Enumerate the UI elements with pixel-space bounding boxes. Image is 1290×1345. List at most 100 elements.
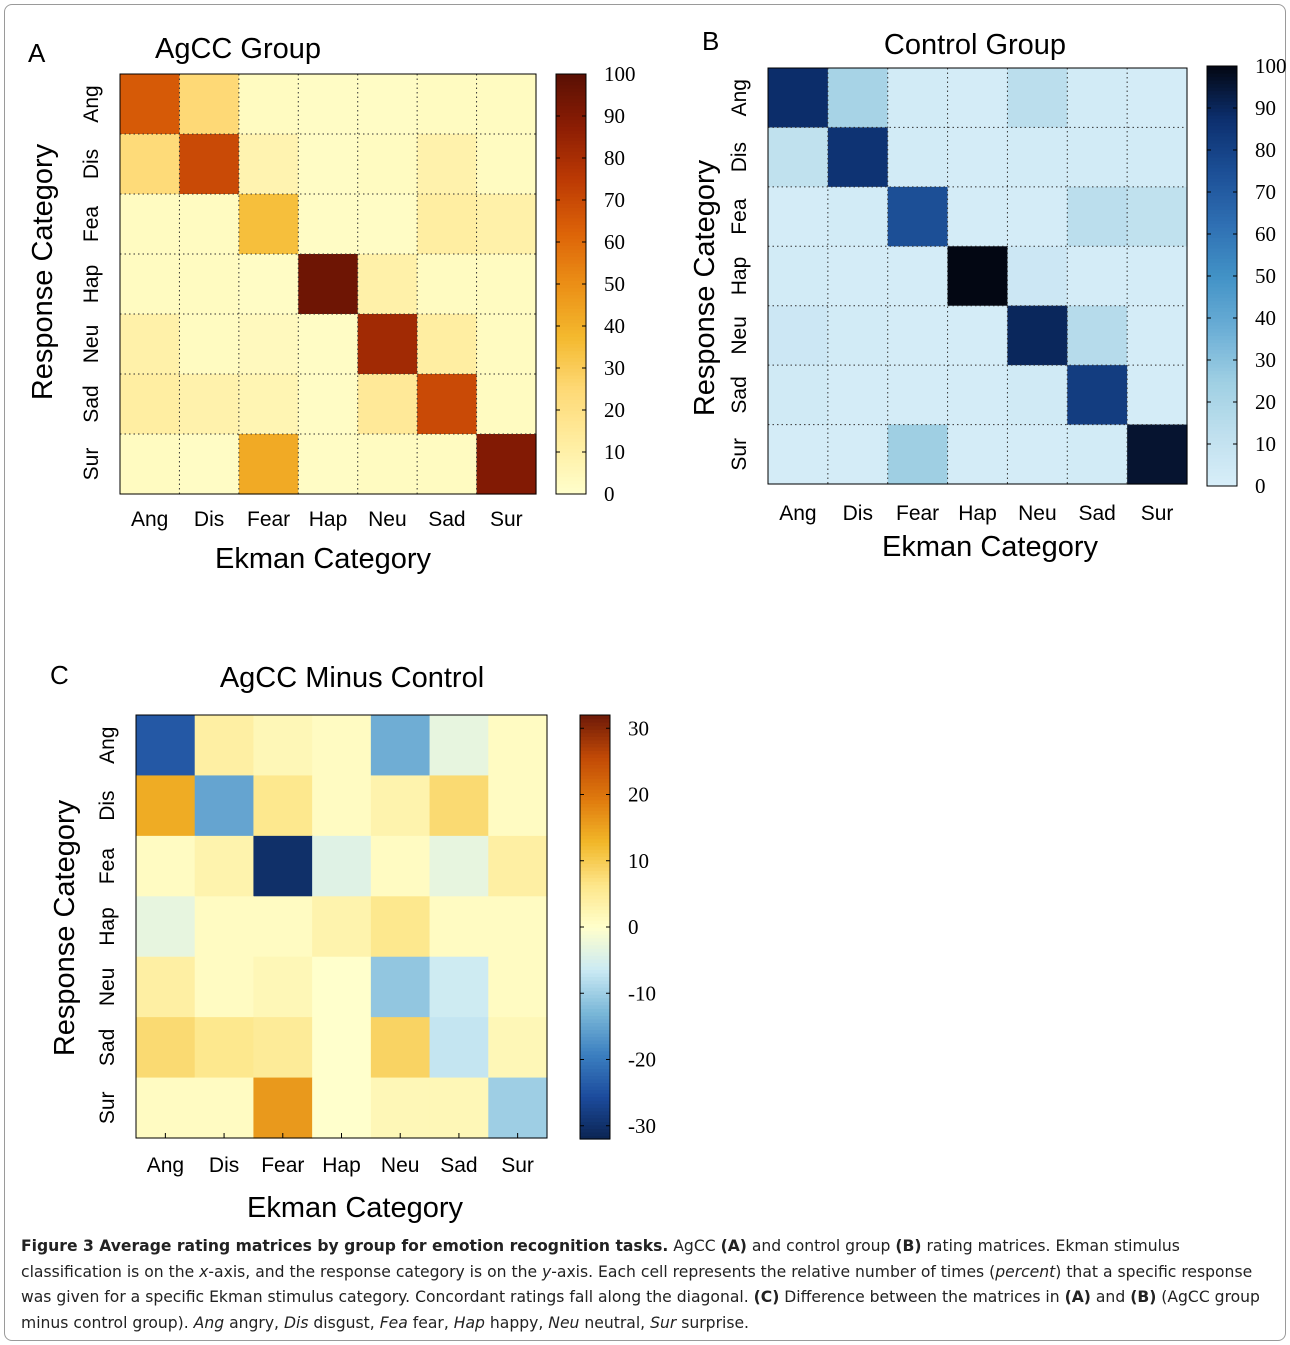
heatmap-cell-c-fea-hap [312, 835, 372, 897]
x-tick-label-a-ang: Ang [131, 508, 168, 531]
colorbar-segment-b [1207, 237, 1237, 242]
caption-label: Figure 3 Average rating matrices by grou… [21, 1237, 669, 1255]
heatmap-cells-b [768, 68, 1188, 485]
colorbar-segment-c [580, 852, 610, 857]
heatmap-cell-b-dis-sur [1127, 127, 1188, 188]
colorbar-segment-b [1207, 363, 1237, 368]
heatmap-cell-c-ang-ang [136, 715, 196, 777]
heatmap-cell-b-sad-ang [768, 365, 829, 426]
caption-fragment: Sur [650, 1313, 677, 1332]
colorbar-segment-b [1207, 248, 1237, 253]
y-axis-label-a: Response Category [27, 143, 59, 400]
colorbar-segment-b [1207, 458, 1237, 463]
colorbar-segment-a [556, 385, 586, 390]
colorbar-segment-c [580, 831, 610, 836]
heatmap-cell-a-dis-sur [476, 134, 537, 195]
heatmap-cells-c [136, 715, 548, 1139]
panel-a: A AgCC Group Ekman Category Response Cat… [27, 33, 636, 575]
colorbar-segment-a [556, 336, 586, 341]
colorbar-segment-a [556, 105, 586, 110]
colorbar-segment-c [580, 799, 610, 804]
caption-fragment: -axis. Each cell represents the relative… [551, 1262, 996, 1281]
heatmap-cell-a-hap-neu [357, 254, 418, 315]
colorbar-segment-b [1207, 244, 1237, 249]
colorbar-segment-b [1207, 80, 1237, 85]
colorbar-segment-c [580, 962, 610, 967]
caption-fragment: and [1090, 1288, 1131, 1306]
colorbar-segment-b [1207, 360, 1237, 365]
y-tick-label-b-ang: Ang [728, 79, 751, 116]
colorbar-segment-c [580, 796, 610, 801]
colorbar-segment-b [1207, 335, 1237, 340]
colorbar-segment-c [580, 905, 610, 910]
heatmap-cell-b-sur-hap [947, 424, 1009, 485]
y-tick-label-a-dis: Dis [80, 149, 103, 179]
colorbar-segment-a [556, 224, 586, 229]
colorbar-segment-a [556, 235, 586, 240]
colorbar-segment-c [580, 753, 610, 758]
x-tick-label-a-hap: Hap [309, 508, 348, 531]
colorbar-segment-a [556, 175, 586, 180]
colorbar-segment-c [580, 1131, 610, 1137]
colorbar-segment-a [556, 417, 586, 422]
colorbar-segment-c [580, 1121, 610, 1126]
x-tick-label-b-ang: Ang [779, 502, 816, 525]
y-tick-label-c-ang: Ang [96, 727, 119, 764]
colorbar-segment-b [1207, 321, 1237, 326]
colorbar-segment-a [556, 203, 586, 208]
colorbar-segment-a [556, 427, 586, 432]
caption-fragment: surprise. [676, 1313, 749, 1332]
heatmap-cell-a-neu-fear [238, 314, 299, 375]
colorbar-segment-a [556, 406, 586, 411]
colorbar-segment-a [556, 490, 586, 495]
y-tick-label-c-sad: Sad [96, 1029, 119, 1066]
colorbar-segment-a [556, 413, 586, 418]
colorbar-segment-b [1207, 185, 1237, 190]
heatmap-cell-a-sad-dis [179, 374, 240, 435]
colorbar-segment-c [580, 1071, 610, 1076]
colorbar-segment-a [556, 165, 586, 170]
colorbar-segment-b [1207, 318, 1237, 323]
colorbar-segment-c [580, 1054, 610, 1059]
colorbar-segment-c [580, 813, 610, 819]
colorbar-segment-c [580, 972, 610, 978]
colorbar-segment-b [1207, 384, 1237, 389]
x-tick-label-a-dis: Dis [194, 508, 224, 531]
heatmap-cell-b-dis-neu [1007, 127, 1068, 188]
colorbar-segment-a [556, 151, 586, 156]
y-tick-label-c-hap: Hap [96, 907, 119, 946]
colorbar-segment-a [556, 410, 586, 415]
colorbar-segment-b [1207, 395, 1237, 400]
colorbar-segment-a [556, 259, 586, 264]
heatmap-cell-a-neu-ang [120, 314, 181, 375]
colorbar-segment-b [1207, 304, 1237, 309]
colorbar-segment-a [556, 137, 586, 142]
heatmap-cell-a-fea-neu [357, 194, 418, 255]
colorbar-segment-a [556, 319, 586, 324]
colorbar-segment-c [580, 768, 610, 773]
heatmap-cell-c-hap-hap [312, 896, 372, 958]
colorbar-segment-b [1207, 66, 1237, 71]
colorbar-segment-b [1207, 202, 1237, 207]
heatmap-cell-c-dis-ang [136, 775, 196, 837]
colorbar-segment-c [580, 990, 610, 995]
colorbar-segment-b [1207, 286, 1237, 291]
heatmap-cell-b-neu-neu [1007, 305, 1068, 366]
colorbar-segment-c [580, 930, 610, 935]
heatmap-cell-a-hap-ang [120, 254, 181, 315]
figure-caption: Figure 3 Average rating matrices by grou… [21, 1234, 1271, 1336]
colorbar-segment-b [1207, 230, 1237, 235]
heatmap-cell-a-fea-sur [476, 194, 537, 255]
colorbar-segment-c [580, 919, 610, 925]
heatmap-cell-a-ang-sur [476, 74, 537, 135]
colorbar-segment-b [1207, 339, 1237, 344]
colorbar-segment-b [1207, 297, 1237, 302]
colorbar-segment-b [1207, 419, 1237, 424]
heatmap-cell-c-sad-fear [253, 1017, 313, 1079]
colorbar-tick-label-b: 30 [1255, 348, 1276, 372]
colorbar-segment-c [580, 1068, 610, 1073]
heatmap-cell-a-sur-dis [179, 434, 240, 495]
colorbar-segment-b [1207, 213, 1237, 218]
colorbar-segment-a [556, 466, 586, 471]
colorbar-segment-b [1207, 122, 1237, 127]
